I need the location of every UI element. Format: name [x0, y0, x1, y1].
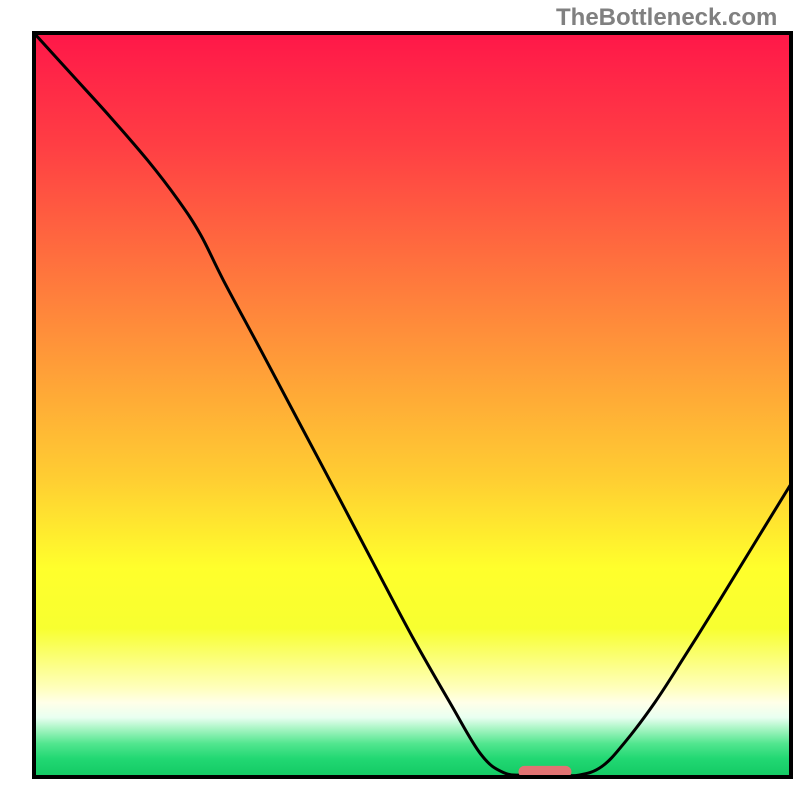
bottleneck-chart — [0, 0, 800, 800]
watermark-text: TheBottleneck.com — [556, 4, 777, 32]
chart-container: TheBottleneck.com — [0, 0, 800, 800]
